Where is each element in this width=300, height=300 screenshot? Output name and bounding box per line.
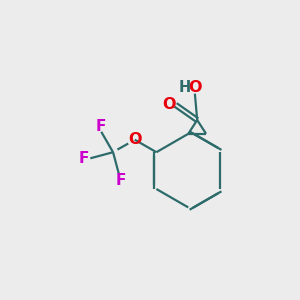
- Text: F: F: [79, 151, 89, 166]
- Text: O: O: [128, 132, 142, 147]
- Text: H: H: [178, 80, 191, 95]
- Text: F: F: [96, 119, 106, 134]
- Text: O: O: [162, 97, 176, 112]
- Text: F: F: [116, 173, 126, 188]
- Text: O: O: [188, 80, 202, 95]
